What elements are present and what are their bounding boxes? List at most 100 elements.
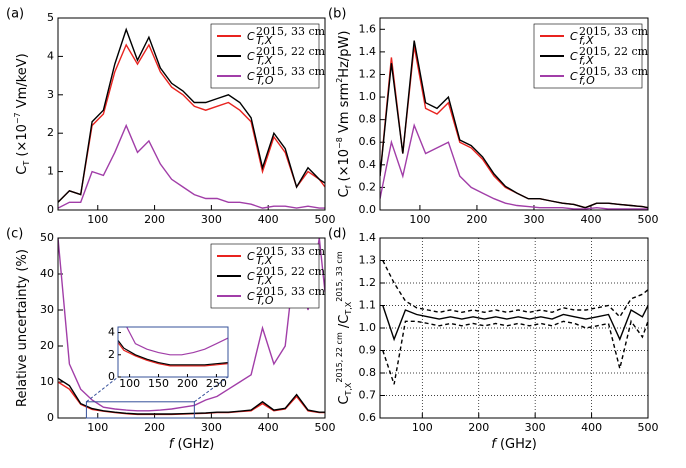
data-line: [118, 341, 228, 367]
y-tick-label: 0.9: [359, 344, 377, 357]
data-line: [382, 305, 648, 342]
legend-superscript: 2015, 33 cm: [579, 25, 649, 38]
label-part: /C: [337, 315, 352, 333]
x-tick-label: 400: [580, 213, 601, 226]
x-tick-label: 300: [201, 421, 222, 434]
legend-subscript: T,O: [256, 74, 274, 87]
x-axis-label: f (GHz): [169, 437, 215, 452]
label-part: Vm/keV): [15, 53, 30, 112]
label-part: Vm srm: [337, 83, 352, 137]
inset-y-tick-label: 2: [108, 348, 115, 361]
legend-label: C: [247, 290, 255, 303]
inset-bg: [118, 327, 228, 377]
y-tick-label: 40: [40, 267, 54, 280]
y-tick-label: 0.7: [359, 389, 377, 402]
legend-subscript: f,X: [579, 34, 594, 47]
legend-label: C: [247, 70, 255, 83]
legend-superscript: 2015, 22 cm: [579, 45, 649, 58]
series-group: [380, 40, 648, 210]
axes-frame: [57, 17, 326, 211]
legend-subscript: T,O: [256, 294, 274, 307]
y-tick-label: 1.0: [359, 321, 377, 334]
inset-frame: [117, 326, 229, 378]
label-part: (GHz): [496, 437, 537, 452]
data-line: [382, 260, 648, 318]
y-tick-label: 0.4: [359, 158, 377, 171]
panel-label: (d): [328, 227, 346, 242]
panel-label: (c): [6, 227, 23, 242]
panel-label: (a): [6, 7, 24, 22]
data-line: [58, 27, 325, 203]
x-tick-label: 200: [144, 213, 165, 226]
label-part: f: [344, 185, 353, 188]
inset-x-tick-label: 100: [119, 377, 140, 390]
label-part: C: [337, 396, 352, 405]
y-tick-label: 30: [40, 303, 54, 316]
y-tick-label: 0.8: [359, 366, 377, 379]
label-part: T,X: [344, 382, 353, 396]
x-tick-label: 300: [201, 213, 222, 226]
y-tick-label: 1.3: [359, 254, 377, 267]
x-tick-label: 400: [581, 421, 602, 434]
y-tick-label: 1: [47, 165, 54, 178]
x-tick-label: 200: [144, 421, 165, 434]
zoom-connector: [86, 376, 119, 403]
x-tick-label: 100: [409, 213, 430, 226]
label-part: T,X: [344, 301, 353, 315]
label-part: (GHz): [173, 437, 214, 452]
x-tick-label: 500: [315, 421, 336, 434]
data-line: [58, 123, 325, 209]
label-part: 2015, 33 cm: [335, 251, 344, 302]
series-group: [58, 27, 325, 209]
x-tick-label: 100: [87, 213, 108, 226]
y-tick-label: 1.1: [359, 299, 377, 312]
y-tick-label: 2: [47, 126, 54, 139]
label-part: C: [15, 166, 30, 175]
legend-label: C: [570, 70, 578, 83]
y-tick-label: 0.8: [359, 113, 377, 126]
inset-x-tick-label: 250: [206, 377, 227, 390]
y-tick-label: 1.6: [359, 22, 377, 35]
panel-label: (b): [328, 7, 346, 22]
y-tick-label: 0: [47, 411, 54, 424]
data-line: [380, 122, 648, 210]
y-axis-label: CT (×10−7 Vm/keV): [13, 53, 31, 175]
x-tick-label: 400: [258, 213, 279, 226]
label-part: 2015, 22 cm: [335, 332, 344, 383]
x-tick-label: 300: [525, 421, 546, 434]
inset-x-tick-label: 150: [148, 377, 169, 390]
axes-frame: [379, 237, 649, 419]
axes-frame: [379, 17, 649, 211]
x-tick-label: 100: [87, 421, 108, 434]
legend-superscript: 2015, 33 cm: [256, 25, 326, 38]
y-tick-label: 4: [47, 49, 54, 62]
y-tick-label: 20: [40, 339, 54, 352]
x-tick-label: 200: [466, 213, 487, 226]
data-line: [58, 43, 325, 203]
y-tick-label: 0.6: [359, 411, 377, 424]
x-tick-label: 200: [468, 421, 489, 434]
y-axis-label: Relative uncertainty (%): [15, 249, 30, 407]
legend-superscript: 2015, 33 cm: [579, 65, 649, 78]
legend-label: C: [247, 30, 255, 43]
legend-subscript: T,X: [256, 274, 273, 287]
x-tick-label: 500: [638, 213, 659, 226]
y-tick-label: 50: [40, 231, 54, 244]
label-part: −8: [335, 137, 344, 149]
legend-superscript: 2015, 33 cm: [256, 245, 326, 258]
legend-label: C: [247, 250, 255, 263]
x-tick-label: 100: [412, 421, 433, 434]
zoom-connector: [194, 376, 229, 403]
data-line: [382, 319, 648, 385]
legend-subscript: T,X: [256, 254, 273, 267]
x-axis-label: f (GHz): [491, 437, 537, 452]
x-tick-label: 500: [638, 421, 659, 434]
y-tick-label: 0.6: [359, 135, 377, 148]
legend-subscript: f,X: [579, 54, 594, 67]
legend-superscript: 2015, 22 cm: [256, 45, 326, 58]
label-part: Relative uncertainty (%): [15, 249, 30, 407]
inset-series: [118, 327, 228, 367]
